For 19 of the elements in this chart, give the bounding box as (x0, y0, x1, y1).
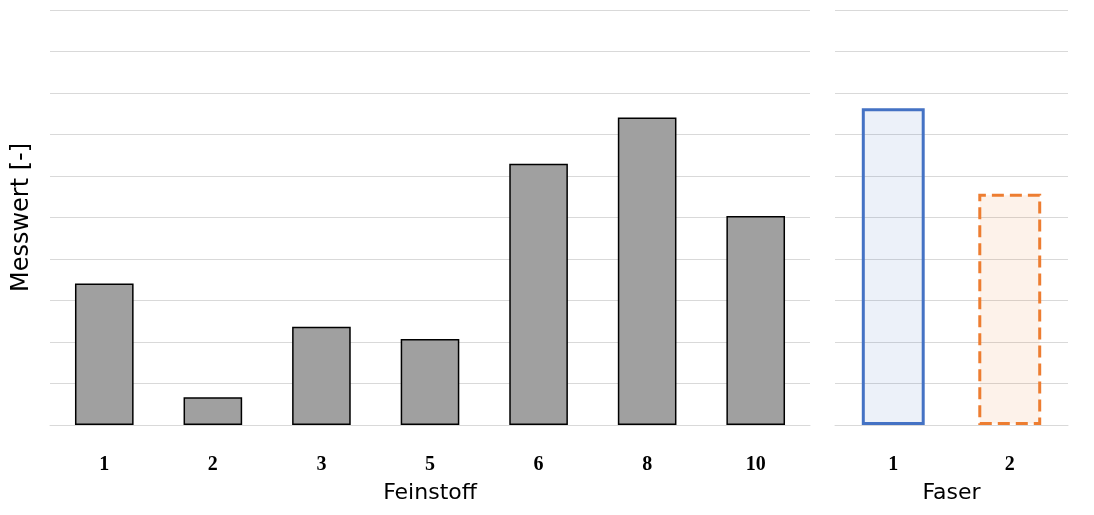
x-tick-label: 3 (316, 452, 327, 474)
bar (292, 326, 351, 425)
x-tick-label: 2 (207, 452, 218, 474)
x-axis-title: Feinstoff (383, 478, 478, 504)
bar (617, 117, 677, 425)
x-tick-label: 6 (533, 452, 544, 474)
x-axis-title: Faser (922, 478, 982, 504)
y-axis-title: Messwert [-] (6, 142, 34, 293)
bar (74, 283, 134, 425)
x-tick-label: 1 (888, 452, 899, 474)
bar (183, 397, 243, 425)
bar (726, 215, 786, 425)
x-tick-label: 1 (99, 452, 110, 474)
x-tick-label: 8 (642, 452, 653, 474)
x-tick-label: 2 (1004, 452, 1015, 474)
bar (509, 163, 568, 425)
bar (400, 338, 460, 425)
x-tick-label: 5 (425, 452, 435, 474)
x-tick-label: 10 (745, 452, 766, 474)
